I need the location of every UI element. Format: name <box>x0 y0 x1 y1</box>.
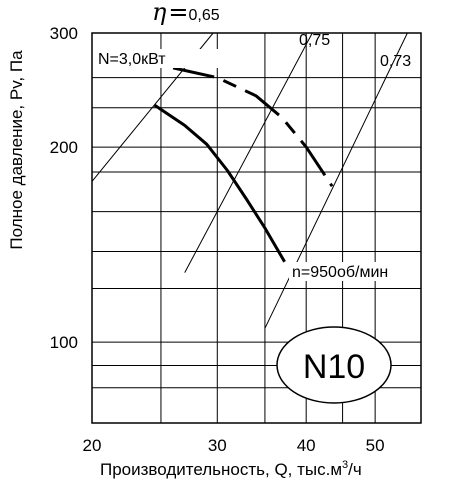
eta-value-065: 0,65 <box>189 7 220 24</box>
eta-symbol: η <box>152 0 167 26</box>
plot-frame <box>91 32 422 424</box>
speed-annotation-bg <box>289 262 417 281</box>
x-tick-label: 40 <box>297 436 316 455</box>
x-tick-label: 50 <box>366 436 385 455</box>
eta-equals: = <box>168 0 188 26</box>
tick-labels: 20 30 40 50 100 200 300 <box>50 24 385 455</box>
series-curves <box>153 66 334 263</box>
x-axis-label-tail: /ч <box>348 460 362 479</box>
x-axis-label: Производительность, Q, тыс.м3/ч <box>100 459 362 479</box>
x-axis-label-sup: 3 <box>342 459 348 471</box>
x-tick-label: 20 <box>83 436 102 455</box>
y-tick-label: 200 <box>50 138 78 157</box>
power-curve <box>172 66 334 188</box>
x-axis-label-main: Производительность, Q, тыс.м <box>100 460 342 479</box>
grid <box>91 32 422 424</box>
efficiency-line <box>264 32 408 329</box>
power-annotation: N=3,0кВт <box>98 51 166 68</box>
pressure-curve <box>153 104 286 263</box>
y-tick-label: 300 <box>50 24 78 43</box>
y-tick-label: 100 <box>50 333 78 352</box>
y-axis-label: Полное давление, Pv, Па <box>7 50 26 250</box>
fan-size-badge-label: N10 <box>303 348 365 386</box>
speed-annotation: n=950об/мин <box>292 264 388 281</box>
efficiency-label-075: 0,75 <box>299 32 330 49</box>
efficiency-label-065: η=0,65 <box>152 0 220 26</box>
efficiency-line <box>184 32 313 273</box>
x-tick-label: 30 <box>208 436 227 455</box>
fan-size-badge <box>276 326 392 404</box>
efficiency-label-073: 0,73 <box>380 53 411 70</box>
power-annotation-bg <box>97 49 219 68</box>
